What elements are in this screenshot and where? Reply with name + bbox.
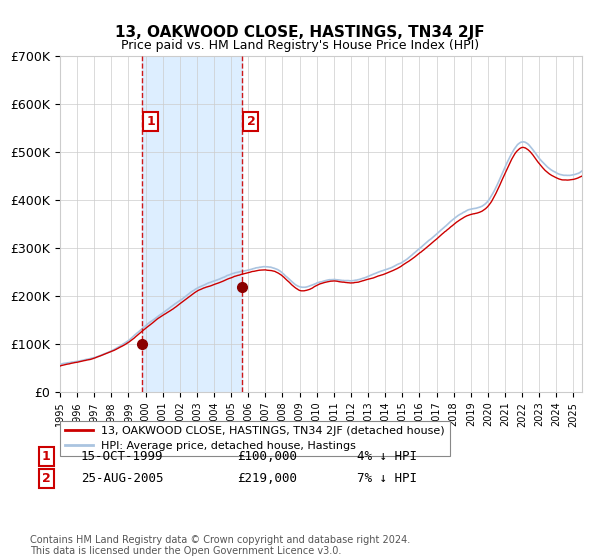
- Bar: [142, 56, 242, 392]
- Text: 1: 1: [42, 450, 51, 463]
- Legend: 13, OAKWOOD CLOSE, HASTINGS, TN34 2JF (detached house), HPI: Average price, deta: 13, OAKWOOD CLOSE, HASTINGS, TN34 2JF (d…: [61, 421, 449, 455]
- Text: 7% ↓ HPI: 7% ↓ HPI: [357, 472, 417, 486]
- Text: 4% ↓ HPI: 4% ↓ HPI: [357, 450, 417, 463]
- Text: Contains HM Land Registry data © Crown copyright and database right 2024.
This d: Contains HM Land Registry data © Crown c…: [30, 535, 410, 557]
- Text: 15-OCT-1999: 15-OCT-1999: [81, 450, 163, 463]
- Text: Price paid vs. HM Land Registry's House Price Index (HPI): Price paid vs. HM Land Registry's House …: [121, 39, 479, 52]
- Text: 2: 2: [247, 115, 256, 128]
- Text: 13, OAKWOOD CLOSE, HASTINGS, TN34 2JF: 13, OAKWOOD CLOSE, HASTINGS, TN34 2JF: [115, 25, 485, 40]
- Text: 25-AUG-2005: 25-AUG-2005: [81, 472, 163, 486]
- Text: 2: 2: [42, 472, 51, 486]
- Text: £219,000: £219,000: [237, 472, 297, 486]
- Text: £100,000: £100,000: [237, 450, 297, 463]
- Text: 1: 1: [146, 115, 155, 128]
